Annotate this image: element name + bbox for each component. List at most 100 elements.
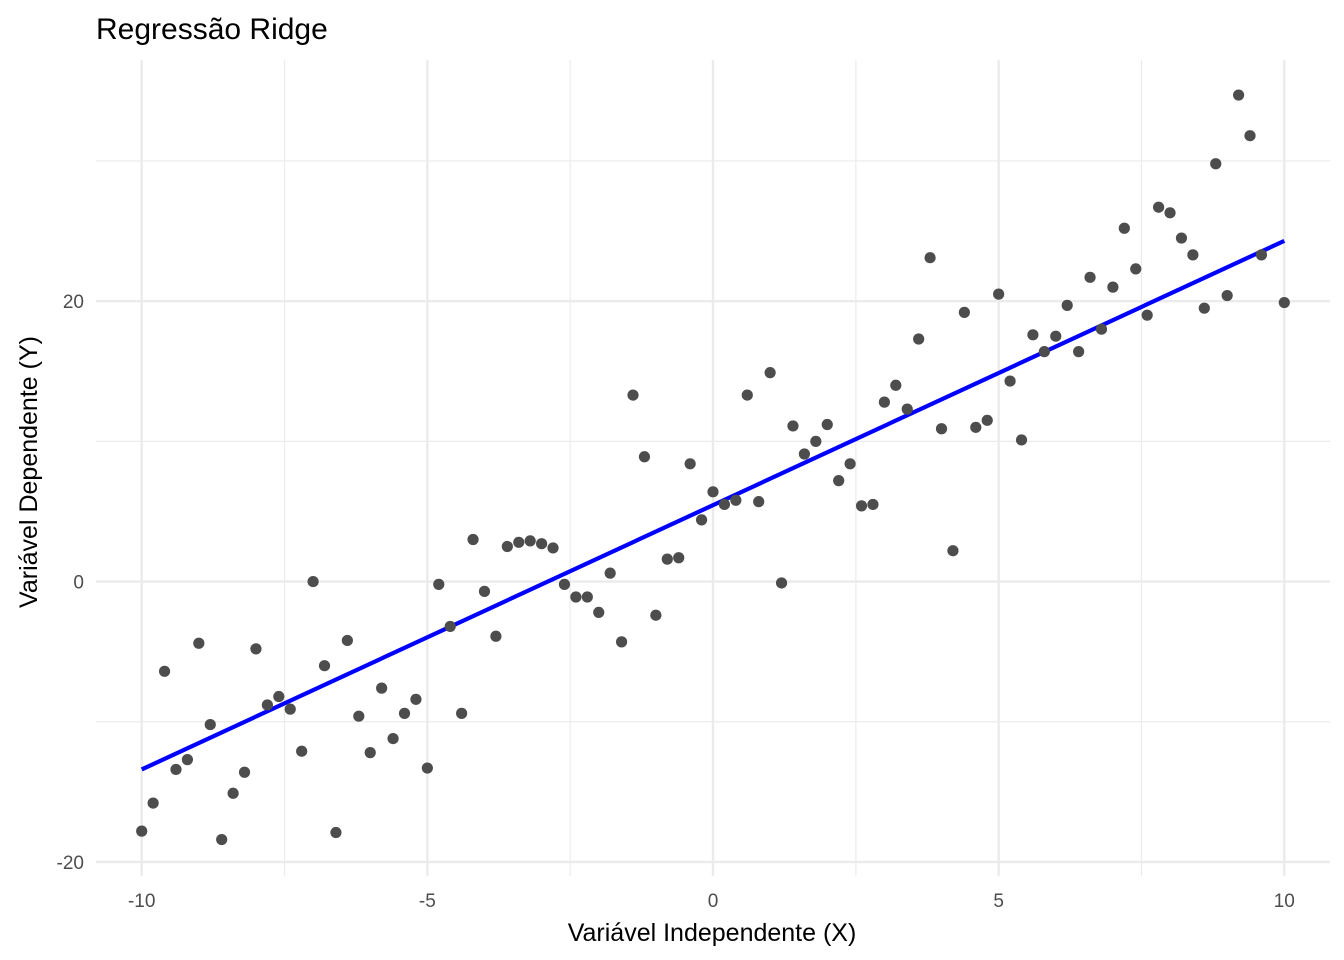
data-point: [421, 762, 433, 774]
data-point: [204, 718, 216, 731]
data-point: [1130, 263, 1142, 275]
data-point: [741, 389, 753, 401]
data-point: [467, 533, 479, 546]
data-point: [1084, 271, 1096, 283]
data-point: [547, 542, 559, 554]
data-point: [764, 367, 776, 379]
data-point: [570, 591, 582, 603]
x-tick-label: 10: [1274, 891, 1295, 912]
data-point: [170, 763, 182, 776]
tick-labels: -10 -5 0 5 10 -20 0 20: [57, 292, 1295, 912]
data-point: [513, 536, 525, 548]
data-point: [296, 745, 308, 757]
data-point: [181, 754, 194, 766]
data-point: [1221, 289, 1233, 302]
data-point: [993, 288, 1005, 300]
data-point: [730, 494, 742, 506]
data-point: [1038, 346, 1050, 358]
data-point: [398, 707, 411, 719]
data-point: [810, 435, 822, 447]
data-point: [798, 448, 811, 460]
fit-line-layer: [140, 238, 1286, 772]
data-point: [364, 747, 376, 759]
data-point: [536, 538, 548, 550]
data-point: [787, 420, 799, 432]
data-point: [638, 451, 651, 463]
data-point: [661, 553, 673, 565]
data-point: [981, 414, 993, 426]
data-point: [1061, 299, 1073, 311]
data-point: [307, 575, 319, 588]
data-point: [353, 710, 365, 722]
data-point: [1050, 330, 1062, 342]
data-point: [261, 699, 273, 711]
data-point: [1118, 222, 1130, 234]
x-tick-label: -10: [128, 891, 155, 912]
data-point: [673, 552, 685, 564]
data-point: [718, 498, 731, 511]
data-point: [855, 500, 868, 512]
data-point: [273, 690, 285, 703]
y-axis-title: Variável Dependente (Y): [15, 336, 43, 608]
data-point: [833, 475, 845, 487]
data-point: [1027, 329, 1039, 341]
data-point: [318, 660, 331, 672]
data-point: [410, 693, 422, 705]
data-point: [330, 826, 342, 839]
data-point: [695, 514, 708, 526]
data-point: [924, 252, 936, 264]
data-point: [1141, 309, 1153, 321]
data-point: [935, 423, 948, 435]
data-point: [284, 703, 296, 715]
data-point: [753, 496, 765, 508]
data-point: [376, 682, 388, 694]
grid: [96, 60, 1330, 876]
data-point: [1004, 375, 1016, 387]
data-point: [1153, 201, 1165, 213]
data-point: [844, 458, 856, 470]
data-point: [1015, 434, 1028, 446]
y-tick-label: 20: [63, 292, 84, 313]
data-point: [947, 545, 959, 557]
data-point: [1095, 323, 1108, 335]
data-point: [433, 578, 445, 590]
data-point: [878, 396, 890, 408]
data-point: [901, 403, 913, 415]
data-point: [227, 787, 239, 799]
data-point: [1198, 302, 1210, 314]
data-point: [684, 458, 696, 470]
data-point: [1232, 89, 1245, 101]
data-point: [456, 707, 468, 719]
y-tick-label: 0: [73, 573, 84, 594]
x-tick-label: 5: [993, 891, 1004, 912]
data-point: [707, 486, 719, 498]
data-point: [387, 732, 399, 745]
data-point: [1164, 207, 1176, 219]
data-point: [216, 833, 228, 846]
data-point: [478, 585, 491, 597]
data-point: [524, 535, 536, 547]
data-point: [821, 418, 833, 431]
data-point: [193, 637, 205, 649]
data-point: [890, 379, 902, 391]
regression-line: [140, 238, 1286, 772]
x-axis-title: Variável Independente (X): [568, 919, 857, 947]
chart-title: Regressão Ridge: [96, 13, 328, 46]
data-point: [250, 643, 262, 655]
data-point: [775, 577, 788, 589]
data-point: [581, 591, 593, 603]
data-point: [1107, 281, 1119, 293]
data-point: [1244, 130, 1256, 142]
data-point: [604, 567, 616, 579]
data-point: [558, 578, 571, 590]
data-point: [501, 540, 513, 553]
data-point: [627, 389, 639, 401]
data-point: [490, 630, 502, 642]
data-point: [1210, 158, 1222, 170]
data-point: [650, 609, 662, 621]
x-tick-label: -5: [419, 891, 436, 912]
data-point: [1278, 296, 1290, 309]
data-point: [147, 797, 159, 809]
